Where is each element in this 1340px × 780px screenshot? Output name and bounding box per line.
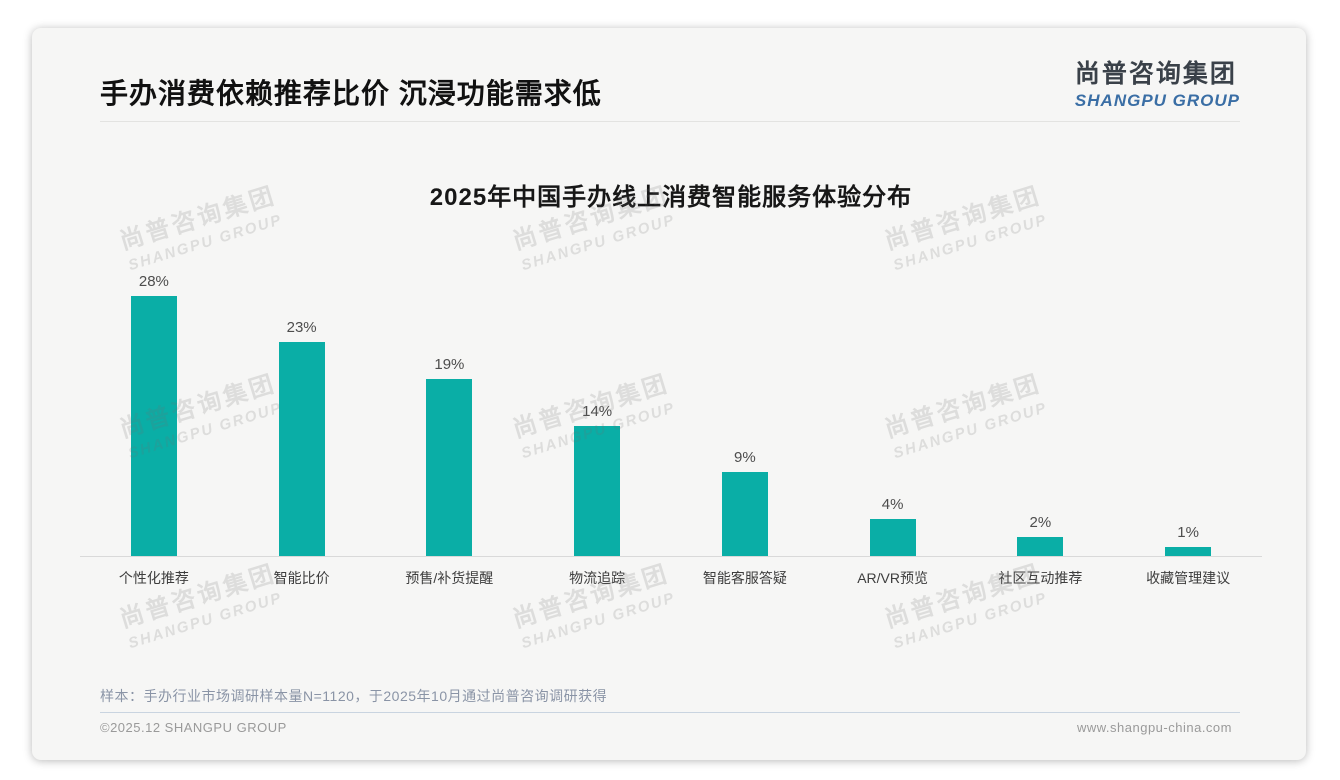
category-label: AR/VR预览 bbox=[857, 570, 929, 586]
watermark-chinese: 尚普咨询集团 bbox=[509, 560, 673, 634]
bar-value-label: 19% bbox=[434, 356, 465, 373]
watermark-english: SHANGPU GROUP bbox=[126, 589, 285, 653]
logo-chinese-name: 尚普咨询集团 bbox=[1074, 60, 1237, 88]
category-label: 智能客服答疑 bbox=[702, 570, 787, 586]
watermark-english: SHANGPU GROUP bbox=[891, 589, 1050, 653]
footer-website: www.shangpu-china.com bbox=[1076, 720, 1232, 735]
bar bbox=[1017, 537, 1064, 556]
watermark-english: SHANGPU GROUP bbox=[519, 589, 678, 653]
bar bbox=[1165, 547, 1212, 556]
category-label: 预售/补货提醒 bbox=[405, 570, 494, 586]
bar-column: 2% bbox=[967, 514, 1115, 556]
footer-copyright: ©2025.12 SHANGPU GROUP bbox=[100, 720, 287, 735]
bar-value-label: 4% bbox=[881, 496, 904, 513]
bar-column: 4% bbox=[819, 496, 967, 556]
category-label: 收藏管理建议 bbox=[1146, 570, 1231, 586]
logo-english-name: SHANGPU GROUP bbox=[1074, 91, 1240, 110]
slide-card: 手办消费依赖推荐比价 沉浸功能需求低 尚普咨询集团 SHANGPU GROUP … bbox=[32, 28, 1306, 760]
category-label: 物流追踪 bbox=[569, 570, 626, 586]
bar-column: 14% bbox=[523, 403, 671, 556]
bar bbox=[574, 426, 621, 556]
bar-value-label: 23% bbox=[286, 319, 317, 336]
bar-value-label: 2% bbox=[1029, 514, 1052, 531]
category-label: 个性化推荐 bbox=[118, 570, 189, 586]
sample-note: 样本：手办行业市场调研样本量N=1120，于2025年10月通过尚普咨询调研获得 bbox=[100, 688, 608, 704]
bar-column: 23% bbox=[228, 319, 376, 556]
bar bbox=[278, 342, 325, 556]
bar bbox=[130, 296, 177, 556]
bar bbox=[721, 472, 768, 556]
bar-value-label: 1% bbox=[1177, 524, 1199, 541]
bar bbox=[869, 519, 916, 556]
bar-value-label: 14% bbox=[582, 403, 613, 420]
chart-title: 2025年中国手办线上消费智能服务体验分布 bbox=[429, 184, 913, 211]
watermark-chinese: 尚普咨询集团 bbox=[881, 560, 1045, 634]
page-title: 手办消费依赖推荐比价 沉浸功能需求低 bbox=[100, 78, 602, 109]
category-label: 社区互动推荐 bbox=[998, 570, 1083, 586]
bar-value-label: 9% bbox=[734, 449, 756, 466]
chart-plot: 28% 23% 19% 14% 9% 4% 2% 1% bbox=[80, 230, 1262, 557]
bar-column: 9% bbox=[671, 449, 819, 556]
category-label: 智能比价 bbox=[273, 570, 330, 586]
watermark-chinese: 尚普咨询集团 bbox=[116, 560, 280, 634]
header-divider bbox=[100, 121, 1240, 122]
chart-categories: 个性化推荐 智能比价 预售/补货提醒 物流追踪 智能客服答疑 AR/VR预览 社区互动推荐 收… bbox=[80, 568, 1262, 588]
bar-value-label: 28% bbox=[138, 273, 169, 290]
bar-column: 19% bbox=[376, 356, 524, 556]
footer-divider bbox=[100, 712, 1240, 713]
bar bbox=[426, 379, 473, 556]
bar-column: 28% bbox=[80, 273, 228, 556]
company-logo: 尚普咨询集团 SHANGPU GROUP bbox=[1075, 54, 1240, 111]
bar-column: 1% bbox=[1114, 524, 1262, 556]
